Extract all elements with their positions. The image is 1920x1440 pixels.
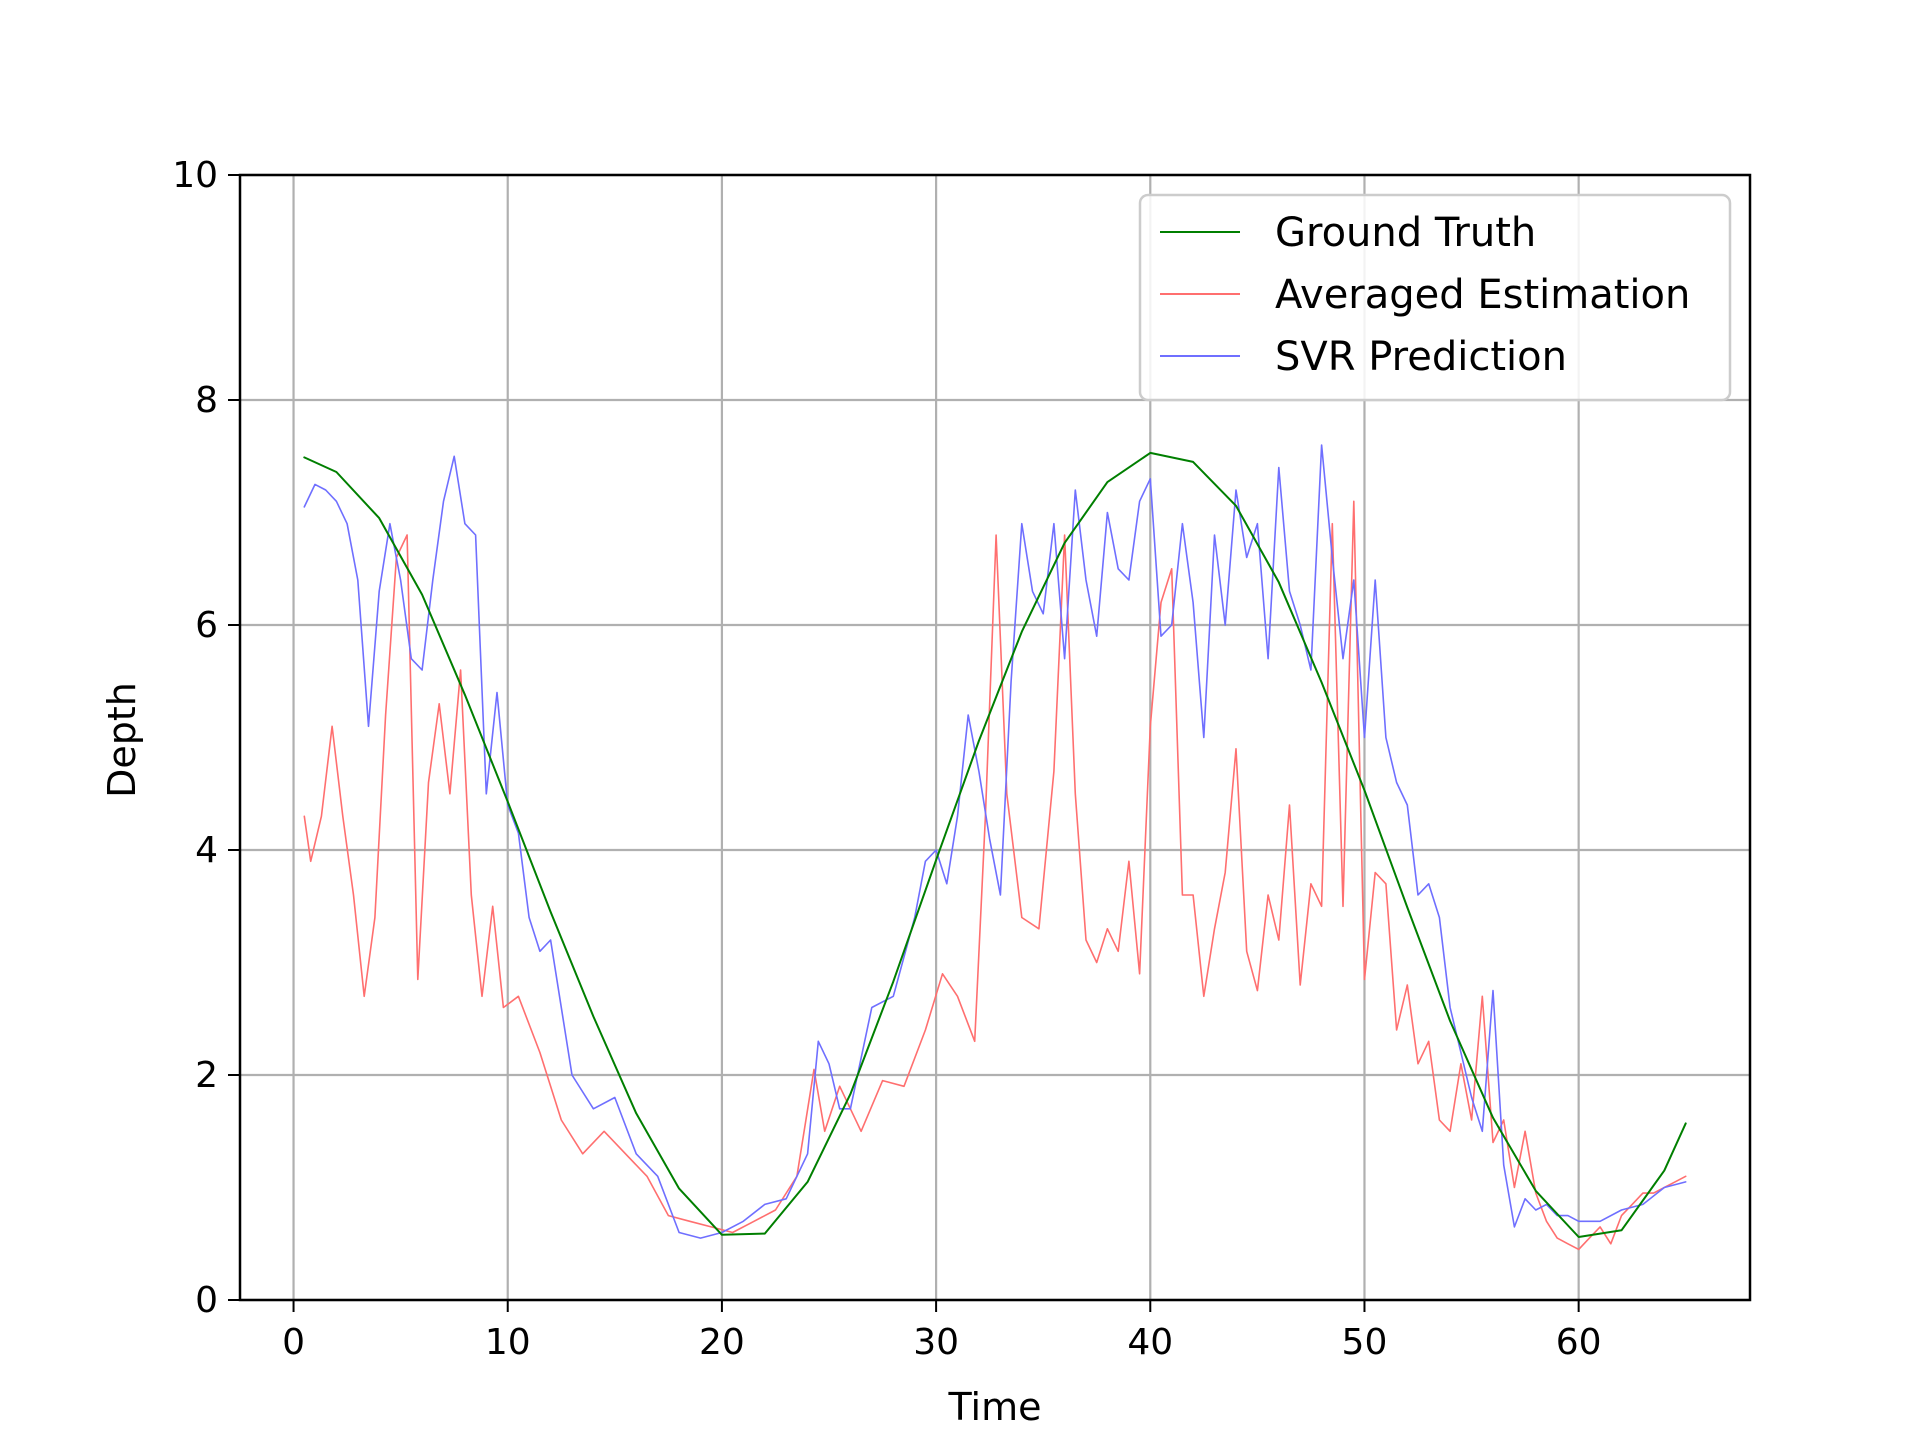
y-tick-label: 6 bbox=[195, 605, 218, 646]
series-line-ground-truth bbox=[303, 451, 1687, 1238]
series-lines bbox=[303, 444, 1687, 1251]
y-tick-label: 8 bbox=[195, 380, 218, 421]
legend: Ground Truth Averaged Estimation SVR Pre… bbox=[1138, 193, 1732, 402]
plot-frame bbox=[238, 173, 1752, 1302]
x-tick-label: 50 bbox=[1342, 1322, 1388, 1363]
x-axis-label: Time bbox=[948, 1385, 1042, 1429]
x-tick-label: 30 bbox=[913, 1322, 959, 1363]
x-tick-label: 20 bbox=[699, 1322, 745, 1363]
y-tick-label: 10 bbox=[172, 155, 218, 196]
legend-label-ground-truth: Ground Truth bbox=[1275, 210, 1536, 256]
y-tick-label: 0 bbox=[195, 1280, 218, 1321]
x-tick-label: 40 bbox=[1127, 1322, 1173, 1363]
series-line-averaged-estimation bbox=[303, 500, 1687, 1251]
legend-box bbox=[1138, 193, 1732, 402]
y-axis-label: Depth bbox=[100, 682, 144, 798]
series-line-svr-prediction bbox=[303, 444, 1687, 1239]
legend-label-averaged-estimation: Averaged Estimation bbox=[1275, 272, 1690, 318]
y-tick-label: 4 bbox=[195, 830, 218, 871]
x-tick-label: 10 bbox=[485, 1322, 531, 1363]
x-tick-label: 0 bbox=[282, 1322, 305, 1363]
y-tick-label: 2 bbox=[195, 1055, 218, 1096]
x-tick-label: 60 bbox=[1556, 1322, 1602, 1363]
legend-label-svr-prediction: SVR Prediction bbox=[1275, 334, 1567, 380]
y-axis-ticks: 0 2 4 6 8 10 bbox=[172, 155, 240, 1321]
x-axis-ticks: 0 10 20 30 40 50 60 bbox=[282, 1300, 1602, 1363]
